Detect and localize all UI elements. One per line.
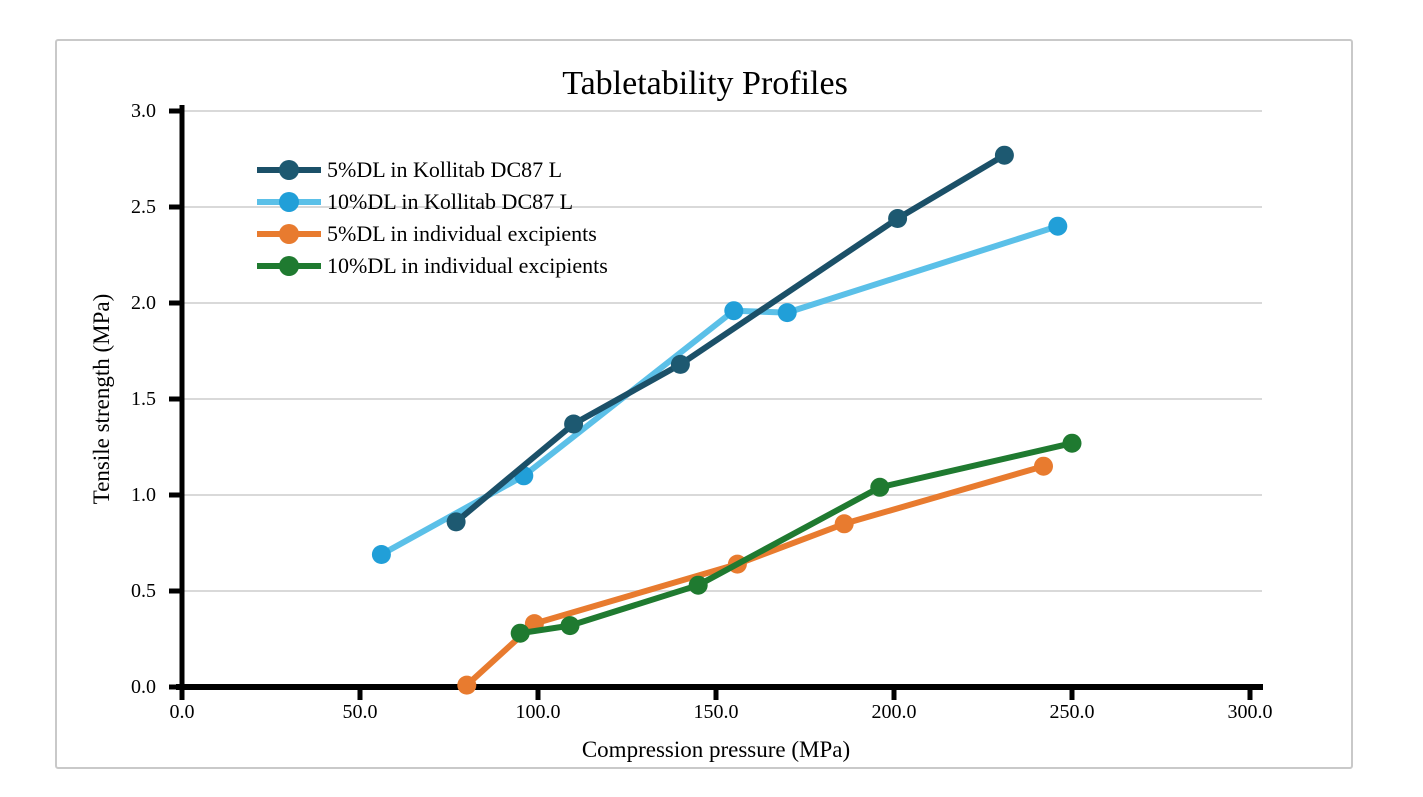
data-point-marker [510,623,530,643]
x-tick-label: 100.0 [515,701,561,723]
x-axis-title: Compression pressure (MPa) [581,737,851,762]
data-point-marker [371,545,391,564]
data-point-marker [560,616,580,636]
data-point-marker [1062,433,1082,453]
x-tick-label: 200.0 [871,701,917,723]
legend-label: 10%DL in Kollitab DC87 L [327,189,574,214]
x-tick-label: 150.0 [693,701,739,723]
legend-swatch-icon [257,192,321,212]
y-tick-label: 3.0 [131,100,156,122]
y-tick-label: 2.5 [131,196,156,218]
legend-label: 5%DL in Kollitab DC87 L [327,157,563,182]
data-point-marker [724,301,744,321]
legend-swatch-icon [257,256,321,276]
legend-item-2: 5%DL in individual excipients [256,218,608,250]
data-point-marker [688,575,708,595]
x-tick-label: 0.0 [169,701,195,723]
legend-item-3: 10%DL in individual excipients [256,250,608,282]
y-tick-label: 0.0 [131,676,156,698]
legend-swatch-icon [257,160,321,180]
data-point-marker [888,209,908,228]
x-tick-label: 250.0 [1049,701,1095,723]
y-tick-label: 1.0 [131,484,156,506]
x-tick-label: 300.0 [1227,701,1273,723]
legend: 5%DL in Kollitab DC87 L 10%DL in Kollitab… [256,154,608,282]
data-point-marker [457,675,477,695]
data-point-marker [1048,216,1068,236]
data-point-marker [777,303,797,323]
y-tick-label: 1.5 [131,388,156,410]
data-point-marker [870,477,890,497]
data-point-marker [446,512,466,532]
legend-label: 5%DL in individual excipients [327,221,597,246]
chart-title: Tabletability Profiles [562,65,848,102]
legend-item-0: 5%DL in Kollitab DC87 L [256,154,608,186]
data-point-marker [1034,456,1053,476]
data-point-marker [670,354,690,374]
x-tick-label: 50.0 [342,701,378,723]
legend-item-1: 10%DL in Kollitab DC87 L [256,186,608,218]
data-point-marker [564,414,584,434]
y-tick-label: 0.5 [131,580,156,602]
data-point-marker [834,514,854,534]
legend-swatch-icon [257,224,321,244]
y-tick-label: 2.0 [131,292,156,314]
legend-label: 10%DL in individual excipients [327,253,608,278]
data-point-marker [994,145,1014,165]
chart-frame [55,39,1353,769]
series-line-2 [463,463,1047,689]
